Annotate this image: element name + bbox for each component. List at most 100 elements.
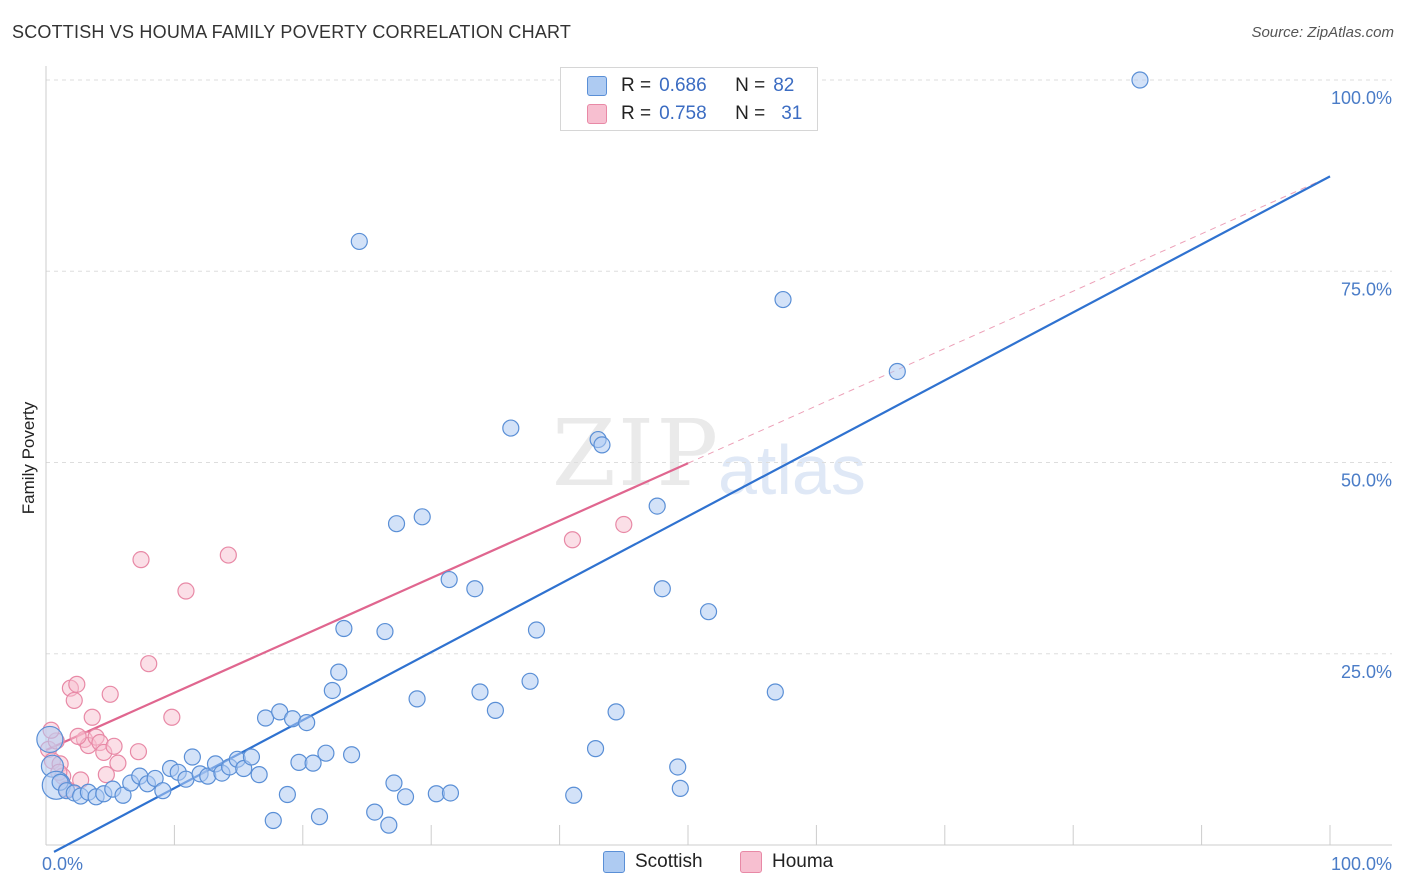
scottish-point	[441, 784, 460, 802]
grid-lines	[46, 79, 1392, 655]
scottish-point	[653, 580, 671, 598]
scottish-point	[385, 774, 403, 792]
scottish-point	[502, 419, 520, 437]
legend-scottish-r-value: 0.686	[659, 75, 707, 96]
houma-point	[109, 754, 127, 772]
scottish-point	[264, 811, 282, 830]
watermark-atlas: atlas	[718, 431, 866, 509]
scottish-point	[278, 785, 296, 804]
houma-point	[563, 531, 582, 549]
scottish-point	[376, 622, 394, 641]
scottish-point	[366, 803, 384, 821]
houma-point	[101, 685, 119, 703]
legend-row-scottish: R = 0.686 N = 82	[587, 73, 794, 99]
legend-scottish-r-label: R =	[621, 75, 652, 96]
houma-legend-label: Houma	[772, 851, 834, 872]
legend-scottish-n-label: N =	[735, 75, 766, 96]
houma-point	[97, 766, 115, 784]
scottish-point	[413, 508, 431, 526]
scottish-point	[648, 497, 666, 515]
scottish-point	[766, 683, 784, 701]
scottish-points	[36, 71, 1149, 834]
scottish-legend-label: Scottish	[635, 851, 703, 872]
scottish-point	[699, 603, 718, 621]
houma-point	[219, 546, 237, 564]
y-tick-label: 25.0%	[1341, 662, 1392, 682]
y-tick-label: 100.0%	[1331, 88, 1392, 108]
scottish-point	[342, 746, 361, 764]
chart-title: SCOTTISH VS HOUMA FAMILY POVERTY CORRELA…	[12, 22, 572, 42]
houma-legend-swatch	[740, 851, 762, 873]
houma-point	[65, 691, 83, 710]
y-axis-label: Family Poverty	[19, 401, 38, 514]
scottish-point	[671, 779, 689, 797]
scottish-swatch	[587, 76, 607, 96]
houma-point	[69, 727, 87, 745]
legend-houma-n-label: N =	[735, 103, 766, 124]
legend-houma-r-label: R =	[621, 103, 652, 124]
scottish-point	[486, 701, 504, 719]
y-tick-label: 50.0%	[1341, 471, 1392, 491]
scottish-point	[774, 290, 792, 309]
stats-legend: R = 0.686 N = 82 R = 0.758 N = 31	[560, 67, 818, 131]
scottish-point	[408, 690, 426, 708]
bottom-legend-scottish[interactable]: Scottish	[603, 851, 703, 873]
scottish-point	[183, 748, 201, 766]
scottish-trend-line	[53, 175, 1331, 853]
legend-houma-n-value: 31	[781, 103, 803, 124]
scottish-point	[607, 703, 625, 721]
scottish-legend-swatch	[603, 851, 625, 873]
legend-houma-r-value: 0.758	[659, 103, 707, 124]
scottish-point	[466, 580, 484, 598]
scottish-point	[586, 740, 605, 758]
scottish-point	[250, 766, 268, 784]
scottish-point	[565, 786, 583, 804]
watermark-zip: ZIP	[552, 400, 721, 507]
scottish-point	[471, 683, 489, 701]
scottish-point	[283, 710, 302, 728]
houma-point	[163, 708, 181, 726]
axes	[45, 66, 1392, 846]
scottish-point	[888, 362, 906, 381]
houma-point	[177, 582, 195, 600]
scottish-point	[256, 709, 275, 727]
scottish-point	[1131, 71, 1149, 89]
source-label: Source: ZipAtlas.com	[1251, 24, 1394, 41]
scottish-point	[146, 769, 164, 788]
houma-point	[140, 655, 158, 673]
scottish-point	[396, 788, 415, 806]
scottish-point	[242, 748, 261, 766]
scottish-point	[330, 663, 348, 681]
houma-point	[83, 708, 101, 726]
scottish-point	[323, 681, 341, 700]
houma-swatch	[587, 104, 607, 124]
scottish-point	[304, 754, 322, 772]
scottish-point	[36, 725, 64, 754]
scottish-point	[154, 782, 172, 800]
houma-points	[39, 515, 633, 798]
scottish-point	[380, 816, 398, 834]
houma-point	[615, 515, 633, 534]
scottish-point	[350, 232, 368, 251]
x-tick-label-min: 0.0%	[42, 854, 83, 874]
houma-point	[132, 551, 150, 569]
houma-trend-extension	[687, 175, 1331, 464]
bottom-legend-houma[interactable]: Houma	[740, 851, 833, 873]
scottish-point	[669, 758, 687, 776]
scottish-point	[440, 570, 458, 589]
trend-lines	[45, 175, 1331, 853]
legend-row-houma: R = 0.758 N = 31	[587, 101, 802, 127]
y-tick-label: 75.0%	[1341, 279, 1392, 299]
tick-labels: 25.0% 50.0% 75.0% 100.0% 0.0% 100.0% Family Po…	[19, 88, 1392, 874]
houma-point	[105, 737, 123, 755]
legend-scottish-n-value: 82	[773, 75, 795, 96]
scottish-point	[521, 672, 539, 690]
scottish-point	[317, 744, 335, 762]
houma-point	[68, 675, 86, 693]
scottish-point	[527, 621, 546, 639]
scottish-point	[387, 515, 406, 533]
scottish-point	[114, 786, 132, 804]
scottish-point	[310, 808, 329, 826]
houma-point	[129, 743, 148, 761]
